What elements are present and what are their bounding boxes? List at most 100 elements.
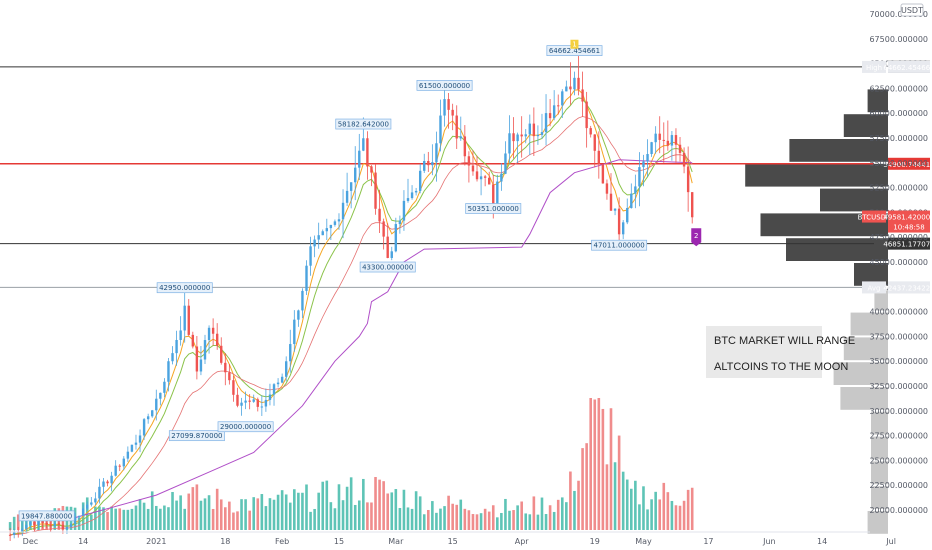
volume-profile-bar	[871, 461, 888, 485]
axis-badge	[888, 60, 930, 73]
candle-body	[597, 150, 601, 165]
volume-bar	[362, 478, 365, 530]
volume-bar	[406, 507, 410, 530]
volume-bar	[443, 506, 446, 530]
price-axis[interactable]: 70000.00000067500.00000065000.0000006250…	[869, 10, 928, 515]
volume-bar	[479, 513, 483, 530]
candle-body	[431, 162, 434, 166]
volume-bar	[560, 497, 564, 530]
volume-bar	[264, 506, 268, 530]
volume-bar	[690, 487, 694, 530]
candle-body	[276, 382, 280, 385]
volume-bar	[284, 494, 288, 530]
candle-body	[435, 143, 438, 163]
candle-body	[285, 361, 288, 377]
candle-body	[540, 132, 544, 135]
price-annotation-box	[168, 430, 225, 442]
volume-bar	[317, 492, 320, 530]
candle-body	[374, 172, 377, 209]
price-annotation-text: 47011.000000	[594, 242, 645, 250]
volume-bar	[130, 508, 134, 530]
note-line-2: ALTCOINS TO THE MOON	[714, 361, 848, 373]
volume-bar	[244, 499, 247, 530]
candle-body	[268, 394, 272, 400]
candle-body	[301, 290, 304, 311]
volume-bar	[142, 502, 146, 530]
candle-body	[630, 193, 633, 209]
volume-bar	[455, 504, 459, 530]
volume-bar	[402, 489, 406, 530]
candle-body	[613, 208, 617, 211]
volume-bar	[418, 496, 422, 530]
candle-body	[666, 140, 670, 146]
volume-bar	[552, 511, 556, 530]
candle-body	[650, 142, 653, 155]
x-tick-label: Apr	[515, 537, 530, 546]
volume-bar	[634, 480, 637, 530]
candle-body	[662, 139, 665, 141]
x-tick-label: Jul	[885, 537, 896, 546]
volume-bar	[122, 509, 126, 530]
volume-bar	[621, 471, 625, 530]
volume-bar	[508, 510, 511, 530]
price-annotation-box	[18, 510, 75, 522]
candle-body	[82, 508, 85, 516]
volume-bar	[642, 486, 645, 530]
volume-bar	[638, 504, 641, 530]
volume-bar	[183, 508, 186, 530]
volume-bar	[670, 500, 674, 530]
volume-profile-bar	[874, 287, 888, 311]
candle-body	[73, 516, 77, 525]
candle-body	[126, 451, 130, 459]
volume-bar	[589, 398, 592, 530]
candle-body	[248, 400, 251, 402]
time-axis[interactable]: Dec14202118Feb15Mar15Apr19May17Jun14Jul1…	[0, 531, 932, 546]
volume-bar	[98, 506, 101, 530]
axis-badge-prefix	[862, 210, 886, 223]
volume-bar	[146, 508, 150, 530]
candle-body	[77, 515, 81, 517]
volume-bar	[528, 514, 532, 530]
volume-profile-bar	[843, 337, 888, 361]
axis-badge-prefix	[862, 60, 886, 73]
y-tick-label: 35000.000000	[869, 357, 928, 366]
y-tick-label: 47500.000000	[869, 233, 928, 242]
candle-body	[21, 528, 24, 533]
volume-bar	[487, 511, 491, 530]
candle-body	[29, 521, 32, 525]
volume-bar	[16, 514, 20, 530]
price-annotation-box	[591, 239, 648, 251]
candle-body	[341, 202, 345, 220]
candle-body	[439, 115, 442, 144]
candles	[8, 53, 694, 542]
candle-body	[280, 376, 284, 383]
volume-bar	[357, 500, 361, 530]
volume-profile-bar	[833, 362, 888, 385]
marker-label: 2	[694, 232, 698, 240]
volume-bar	[163, 505, 166, 530]
candle-body	[418, 170, 422, 191]
candle-body	[305, 265, 308, 291]
candle-body	[203, 340, 207, 360]
price-annotation-box	[217, 421, 274, 433]
volume-bar	[154, 505, 158, 530]
price-annotation-text: 42950.000000	[159, 284, 210, 292]
candle-body	[358, 150, 361, 168]
text-note-box[interactable]: BTC MARKET WILL RANGE ALTCOINS TO THE MO…	[706, 326, 855, 378]
currency-badge[interactable]: USDT	[900, 3, 924, 17]
volume-bar	[293, 489, 296, 530]
candle-body	[349, 182, 353, 191]
candle-body	[366, 138, 369, 167]
volume-bar	[12, 516, 16, 530]
volume-bar	[187, 493, 191, 530]
candle-body	[228, 372, 231, 381]
candle-body	[589, 128, 592, 135]
candle-body	[159, 392, 162, 399]
candle-body	[69, 524, 73, 527]
volume-bar	[276, 494, 280, 530]
volume-bar	[630, 488, 633, 530]
candle-body	[488, 177, 491, 185]
volume-bar	[650, 499, 653, 530]
volume-profile-bar	[871, 486, 888, 509]
